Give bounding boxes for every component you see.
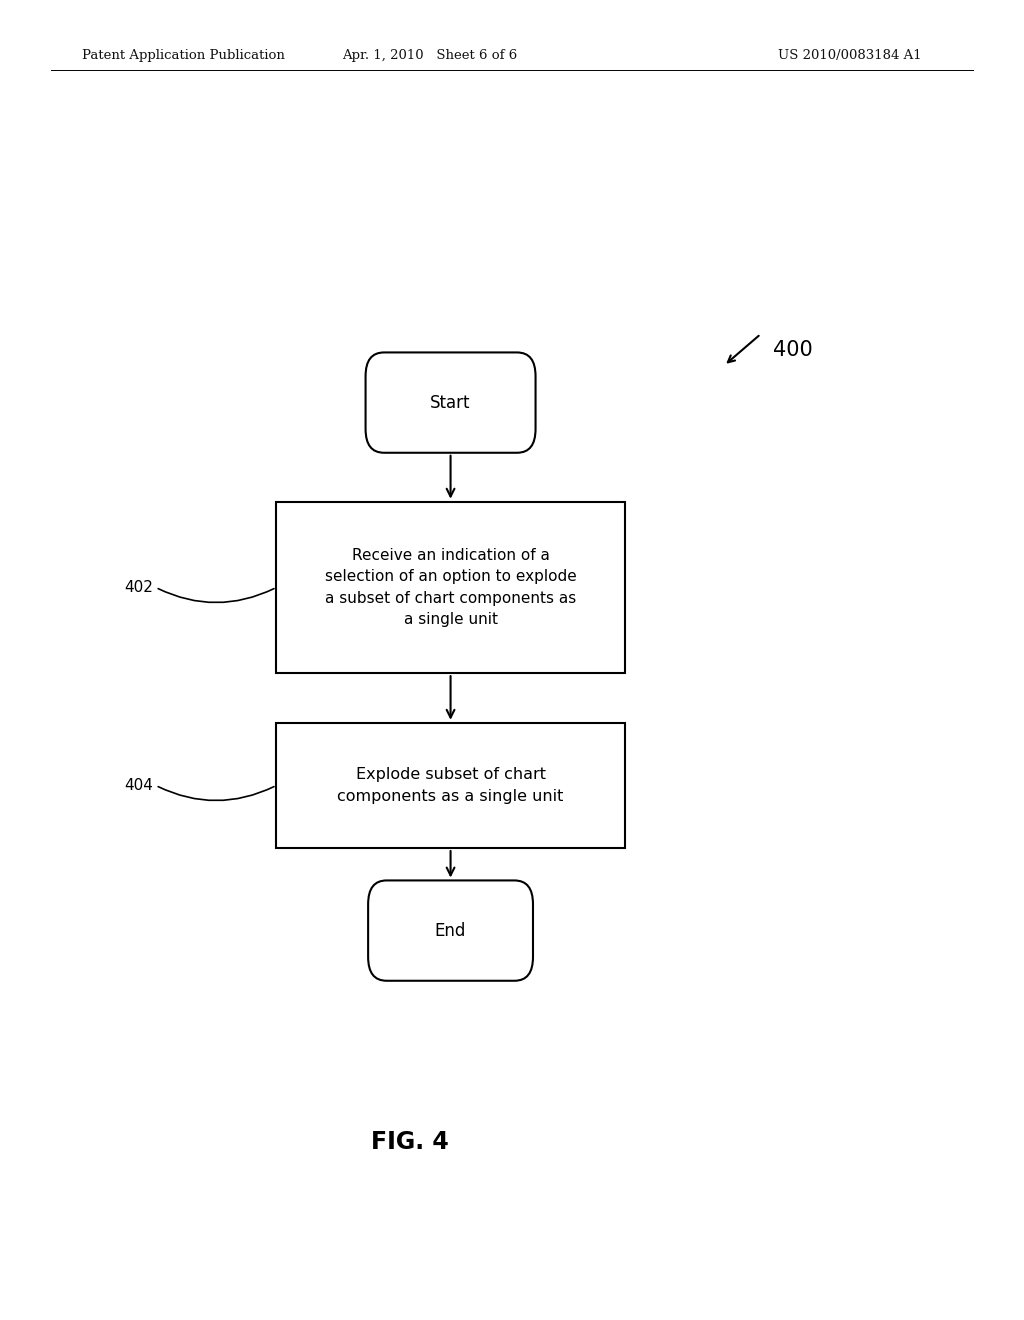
Text: FIG. 4: FIG. 4 (371, 1130, 449, 1154)
Text: Apr. 1, 2010   Sheet 6 of 6: Apr. 1, 2010 Sheet 6 of 6 (342, 49, 518, 62)
Text: Receive an indication of a
selection of an option to explode
a subset of chart c: Receive an indication of a selection of … (325, 548, 577, 627)
FancyBboxPatch shape (366, 352, 536, 453)
FancyBboxPatch shape (276, 502, 625, 673)
Text: 400: 400 (773, 339, 813, 360)
Text: Explode subset of chart
components as a single unit: Explode subset of chart components as a … (337, 767, 564, 804)
Text: End: End (435, 921, 466, 940)
Text: US 2010/0083184 A1: US 2010/0083184 A1 (778, 49, 922, 62)
Text: 402: 402 (125, 579, 154, 595)
FancyBboxPatch shape (276, 722, 625, 847)
Text: Patent Application Publication: Patent Application Publication (82, 49, 285, 62)
Text: Start: Start (430, 393, 471, 412)
Text: 404: 404 (125, 777, 154, 793)
FancyBboxPatch shape (369, 880, 532, 981)
